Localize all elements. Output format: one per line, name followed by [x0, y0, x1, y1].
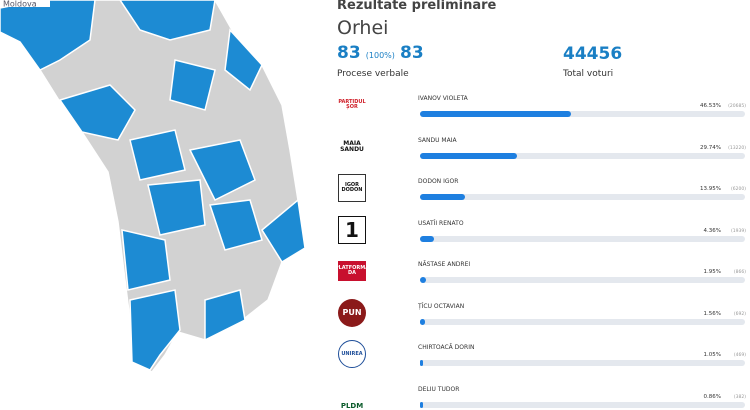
- vote-count: (6200): [731, 187, 746, 192]
- reports-done: 83: [337, 43, 361, 63]
- vote-percent: 29.74%: [700, 144, 721, 151]
- map: Moldova: [0, 0, 306, 373]
- vote-count: (20685): [728, 104, 746, 109]
- total-votes-caption: Total voturi: [563, 69, 614, 79]
- vote-count: (1939): [731, 228, 746, 234]
- bar-track: [420, 194, 745, 200]
- panel-title: Rezultate preliminare: [337, 0, 497, 13]
- bar-track: [420, 401, 745, 408]
- bar-track: [420, 277, 745, 283]
- vote-percent: 1.56%: [703, 310, 721, 317]
- party-logo: MAIA SANDU: [340, 139, 364, 153]
- bar: [420, 235, 435, 242]
- party-logo: 1: [338, 215, 366, 244]
- vote-count: (866): [733, 270, 746, 275]
- vote-percent: 46.53%: [700, 103, 721, 109]
- candidate-name: USATÎI RENATO: [418, 219, 464, 227]
- vote-percent: 0.86%: [703, 393, 721, 400]
- candidate-name: IVANOV VIOLETA: [418, 95, 468, 102]
- vote-count: (13220): [728, 145, 746, 151]
- party-logo: PUN: [338, 298, 366, 327]
- bar: [420, 194, 466, 200]
- candidate-name: CHIRTOACĂ DORIN: [418, 344, 475, 351]
- bar: [420, 360, 424, 366]
- party-logo: IGOR DODON: [338, 174, 366, 202]
- bar: [420, 277, 427, 283]
- bar-track: [420, 360, 745, 366]
- candidate-name: ȚÎCU OCTAVIAN: [418, 302, 465, 310]
- map-label-bg: [0, 0, 50, 7]
- candidate-name: SANDU MAIA: [418, 136, 457, 144]
- district-name: Orhei: [337, 17, 389, 39]
- reports-percent: (100%): [365, 51, 395, 60]
- bar: [420, 152, 517, 159]
- map-regions: [0, 0, 306, 371]
- candidate-name: DELIU TUDOR: [418, 385, 460, 393]
- party-logo: PARTIDUL ȘOR: [338, 99, 366, 110]
- vote-percent: 1.05%: [703, 352, 721, 358]
- party-logo: UNIREA: [338, 340, 366, 368]
- bar: [420, 111, 572, 117]
- bar-track: [420, 318, 745, 325]
- bar-track: [420, 111, 745, 117]
- vote-count: (469): [733, 353, 746, 358]
- vote-percent: 13.95%: [700, 186, 721, 192]
- party-logo: PLATFORMA DA: [335, 261, 369, 281]
- vote-count: (382): [733, 394, 746, 400]
- bar: [420, 318, 426, 325]
- reports-total: 83: [399, 43, 424, 63]
- bar: [420, 401, 423, 408]
- vote-percent: 1.95%: [703, 269, 721, 275]
- total-votes: 44456: [563, 44, 623, 64]
- party-logo: PLDM: [340, 401, 364, 410]
- map-label: Moldova: [3, 0, 37, 9]
- bar-track: [420, 235, 745, 242]
- bar-track: [420, 152, 745, 159]
- candidate-name: NĂSTASE ANDREI: [418, 261, 471, 268]
- reports: 83 (100%) 83: [337, 43, 424, 63]
- reports-caption: Procese verbale: [337, 69, 409, 79]
- candidate-name: DODON IGOR: [418, 178, 459, 185]
- vote-percent: 4.36%: [703, 227, 721, 234]
- vote-count: (692): [733, 311, 746, 317]
